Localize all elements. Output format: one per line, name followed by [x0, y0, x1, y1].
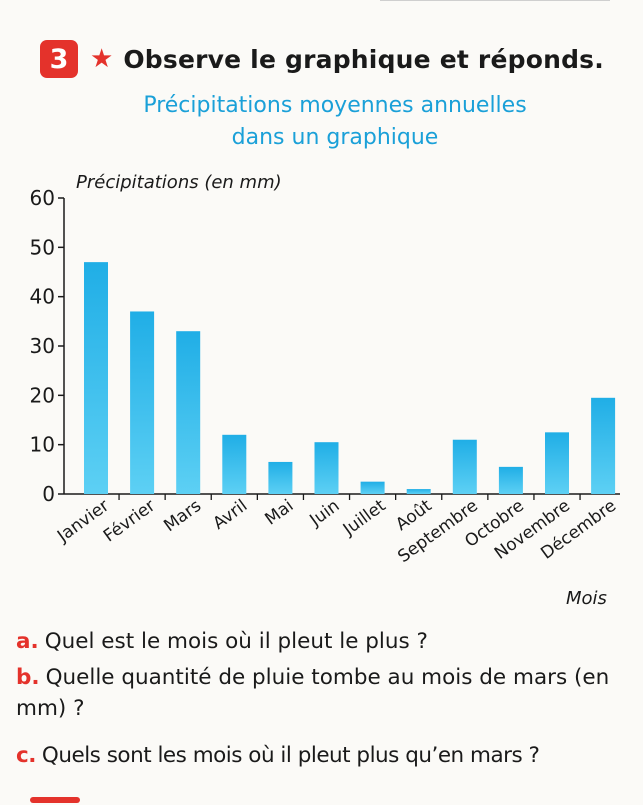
question-c: c. Quels sont les mois où il pleut plus q…	[16, 740, 540, 771]
question-b: b. Quelle quantité de pluie tombe au mois…	[16, 662, 626, 724]
question-a-letter: a.	[16, 629, 39, 654]
y-tick-label: 20	[30, 383, 55, 407]
x-tick-label: Juin	[306, 496, 344, 531]
top-divider	[380, 0, 610, 1]
y-axis-label: Précipitations (en mm)	[76, 172, 282, 193]
exercise-instruction: Observe le graphique et réponds.	[123, 44, 604, 74]
chart-title-line-1: Précipitations moyennes annuelles	[143, 93, 527, 118]
question-a-text: Quel est le mois où il pleut le plus ?	[44, 629, 428, 654]
chart-title: Précipitations moyennes annuelles dans u…	[120, 90, 550, 154]
x-tick-label: Février	[100, 496, 159, 547]
x-tick-label: Mai	[261, 496, 297, 530]
question-b-letter: b.	[16, 665, 40, 690]
y-tick-label: 0	[42, 482, 55, 506]
bar-juin	[314, 442, 339, 494]
exercise-number-badge: 3	[40, 40, 78, 78]
y-tick-label: 40	[30, 285, 55, 309]
x-tick-label: Janvier	[53, 496, 113, 547]
bar-septembre	[452, 439, 477, 494]
question-c-letter: c.	[16, 743, 36, 768]
chart-title-line-2: dans un graphique	[231, 125, 439, 150]
y-tick-label: 10	[30, 433, 55, 457]
bar-juillet	[360, 481, 385, 494]
bar-mars	[176, 331, 201, 494]
x-axis-label: Mois	[566, 588, 607, 609]
bar-décembre	[591, 397, 616, 494]
bottom-accent-mark	[30, 797, 80, 803]
question-c-text: Quels sont les mois où il pleut plus qu’…	[41, 743, 540, 768]
question-a: a. Quel est le mois où il pleut le plus ?	[16, 626, 428, 657]
bar-janvier	[84, 262, 108, 494]
bar-août	[406, 489, 431, 494]
bar-février	[130, 311, 155, 494]
bar-chart: Précipitations (en mm) Mois 0 10 20 30 40 50 6…	[30, 172, 620, 609]
x-tick-label: Avril	[209, 496, 251, 534]
bar-mai	[268, 461, 293, 494]
x-tick-label: Juillet	[339, 496, 390, 541]
bar-octobre	[498, 466, 523, 494]
bar-avril	[222, 434, 247, 494]
star-icon: ★	[90, 44, 114, 74]
x-tick-label: Mars	[160, 496, 205, 536]
question-b-text: Quelle quantité de pluie tombe au mois d…	[16, 665, 610, 721]
exercise-header: 3 ★ Observe le graphique et réponds.	[40, 40, 604, 78]
y-tick-label: 50	[30, 235, 55, 259]
y-tick-label: 60	[30, 186, 55, 210]
bar-novembre	[545, 432, 569, 494]
y-tick-label: 30	[30, 334, 55, 358]
